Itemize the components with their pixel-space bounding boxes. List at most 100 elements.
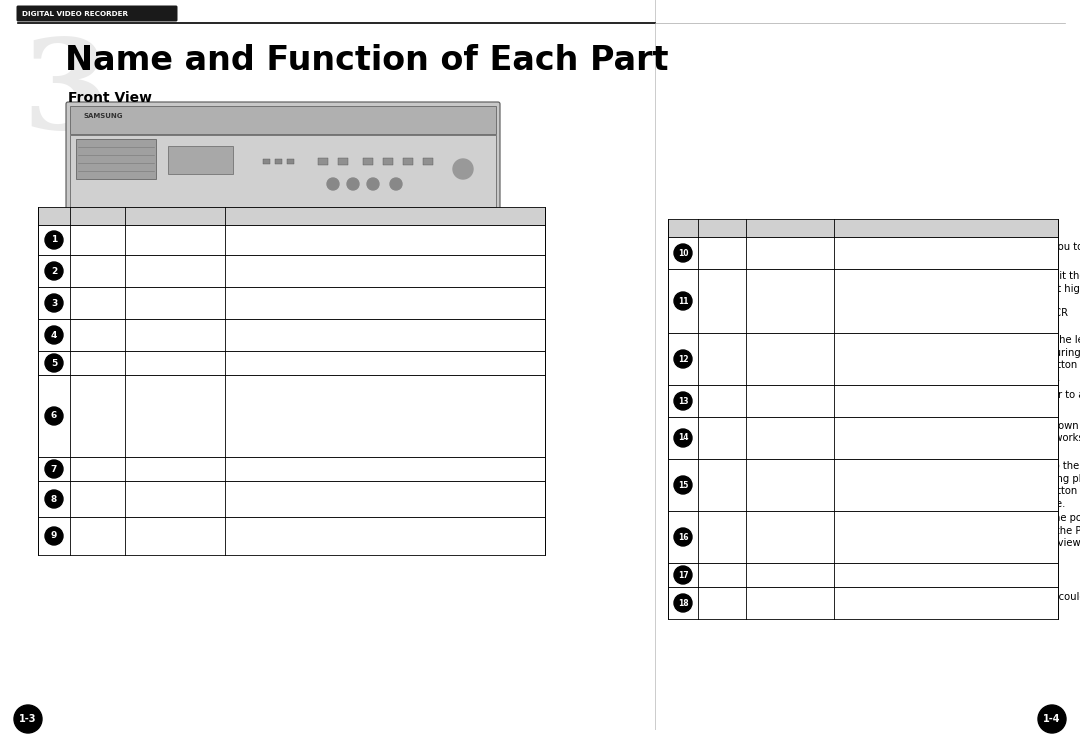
Text: Records live images.: Records live images. bbox=[229, 464, 333, 474]
Bar bbox=[383, 158, 393, 165]
Text: 1: 1 bbox=[148, 219, 152, 225]
Text: 8: 8 bbox=[51, 494, 57, 503]
Text: The DOWN arrow button moves the cursor down one
position or lowers a value. This: The DOWN arrow button moves the cursor d… bbox=[837, 420, 1080, 455]
Bar bbox=[70, 106, 496, 134]
Text: 5: 5 bbox=[51, 358, 57, 367]
Text: 12: 12 bbox=[678, 355, 688, 364]
Text: HDD LED: HDD LED bbox=[147, 266, 203, 276]
Text: 8: 8 bbox=[376, 219, 380, 225]
Text: Name and Function of Each Part: Name and Function of Each Part bbox=[65, 44, 669, 77]
Text: Hard Drive
Rack: Hard Drive Rack bbox=[141, 229, 208, 251]
Text: Hard Drive
Rack Lock: Hard Drive Rack Lock bbox=[141, 324, 208, 346]
Bar bbox=[275, 159, 282, 164]
Text: RECORD: RECORD bbox=[149, 464, 201, 474]
Text: 16: 16 bbox=[503, 219, 513, 225]
Text: VCR: VCR bbox=[162, 531, 188, 541]
Circle shape bbox=[367, 178, 379, 190]
Text: The LEFT arrow button moves the cursor to the left.
This button also works as th: The LEFT arrow button moves the cursor t… bbox=[837, 336, 1080, 383]
Text: 10: 10 bbox=[678, 248, 688, 257]
Bar bbox=[38, 319, 545, 351]
Bar bbox=[38, 517, 545, 555]
Text: Locks all keys during recording to prevent accidental
operation of the unit.: Locks all keys during recording to preve… bbox=[229, 488, 494, 510]
Circle shape bbox=[674, 292, 692, 310]
Bar bbox=[38, 255, 545, 287]
Text: 2: 2 bbox=[193, 219, 199, 225]
Circle shape bbox=[45, 407, 63, 425]
Text: DIGITAL VIDEO RECORDER: DIGITAL VIDEO RECORDER bbox=[22, 10, 129, 16]
Text: No: No bbox=[45, 209, 63, 222]
Text: Indicates system status.
•ALARM : Indicates alarm status.
•LAN : Indicates when : Indicates system status. •ALARM : Indica… bbox=[229, 374, 487, 458]
Circle shape bbox=[674, 528, 692, 546]
Circle shape bbox=[674, 429, 692, 447]
Text: DOWN/STOP: DOWN/STOP bbox=[752, 433, 828, 443]
Text: RIGHT/FF: RIGHT/FF bbox=[761, 480, 819, 490]
Text: Push this button to eject the video tape.: Push this button to eject the video tape… bbox=[837, 570, 1038, 580]
Text: 13: 13 bbox=[461, 219, 471, 225]
Text: Displays the menu items. Use this also to exit the
submenu and return to the men: Displays the menu items. Use this also t… bbox=[837, 271, 1080, 331]
Text: 6: 6 bbox=[311, 219, 315, 225]
Bar bbox=[669, 417, 1058, 459]
Text: 18: 18 bbox=[677, 599, 688, 607]
Bar bbox=[38, 287, 545, 319]
Text: POWER LED: POWER LED bbox=[138, 358, 212, 368]
Circle shape bbox=[45, 354, 63, 372]
Text: Remote Control
Sensor: Remote Control Sensor bbox=[126, 292, 224, 314]
Text: UP/PLAY/
STILL: UP/PLAY/ STILL bbox=[762, 526, 818, 548]
Circle shape bbox=[674, 594, 692, 612]
Bar bbox=[338, 158, 348, 165]
Bar bbox=[38, 351, 545, 375]
Bar bbox=[38, 481, 545, 517]
Text: Displays a list of recorded data and allows you to easily
search through the rec: Displays a list of recorded data and all… bbox=[837, 242, 1080, 265]
Text: ENTER: ENTER bbox=[770, 396, 810, 406]
Text: 15: 15 bbox=[490, 219, 499, 225]
Text: 3: 3 bbox=[220, 219, 226, 225]
Bar bbox=[669, 459, 1058, 511]
Text: The removable hard drive rack into which your hard
drive could be installed.: The removable hard drive rack into which… bbox=[229, 229, 489, 251]
Text: 4: 4 bbox=[51, 330, 57, 339]
Text: Front View: Front View bbox=[68, 91, 152, 105]
Circle shape bbox=[45, 231, 63, 249]
Text: 17: 17 bbox=[677, 571, 688, 579]
Text: The cassette holder into which a video tape could be
inserted.: The cassette holder into which a video t… bbox=[837, 592, 1080, 614]
Text: 12: 12 bbox=[448, 219, 458, 225]
Circle shape bbox=[14, 705, 42, 733]
FancyBboxPatch shape bbox=[66, 102, 500, 211]
Text: LEFT/REW: LEFT/REW bbox=[759, 354, 821, 364]
Text: The UP arrow button moves the cursor up one position
or raises a value. This but: The UP arrow button moves the cursor up … bbox=[837, 514, 1080, 561]
Text: 9: 9 bbox=[401, 219, 405, 225]
Circle shape bbox=[674, 244, 692, 262]
Text: EJECT: EJECT bbox=[772, 570, 808, 580]
Circle shape bbox=[674, 392, 692, 410]
Circle shape bbox=[674, 476, 692, 494]
Text: Allows you to lock the hard drive rack in place.: Allows you to lock the hard drive rack i… bbox=[229, 330, 463, 340]
Text: MENU: MENU bbox=[771, 296, 809, 306]
Bar bbox=[669, 511, 1058, 563]
Bar bbox=[363, 158, 373, 165]
Text: 3: 3 bbox=[51, 299, 57, 307]
Circle shape bbox=[453, 159, 473, 179]
Text: 11: 11 bbox=[678, 296, 688, 305]
Bar bbox=[403, 158, 413, 165]
Text: 1: 1 bbox=[51, 236, 57, 245]
Text: 7: 7 bbox=[51, 465, 57, 474]
FancyBboxPatch shape bbox=[16, 5, 177, 21]
Text: 1-3: 1-3 bbox=[19, 714, 37, 724]
Bar bbox=[669, 385, 1058, 417]
Text: 1-4: 1-4 bbox=[1043, 714, 1061, 724]
Text: SAMSUNG: SAMSUNG bbox=[83, 113, 122, 119]
Text: Indicates that power is on.: Indicates that power is on. bbox=[229, 358, 362, 368]
Circle shape bbox=[45, 326, 63, 344]
Bar bbox=[76, 139, 156, 179]
Bar bbox=[318, 158, 328, 165]
Circle shape bbox=[1038, 705, 1066, 733]
Text: Name: Name bbox=[771, 222, 809, 234]
Bar bbox=[70, 135, 496, 207]
Circle shape bbox=[347, 178, 359, 190]
Circle shape bbox=[390, 178, 402, 190]
Text: 11: 11 bbox=[433, 219, 443, 225]
Bar bbox=[38, 375, 545, 457]
Text: Name: Name bbox=[156, 209, 194, 222]
Text: 9: 9 bbox=[51, 531, 57, 540]
Text: 14: 14 bbox=[678, 434, 688, 443]
Text: 13: 13 bbox=[678, 397, 688, 406]
